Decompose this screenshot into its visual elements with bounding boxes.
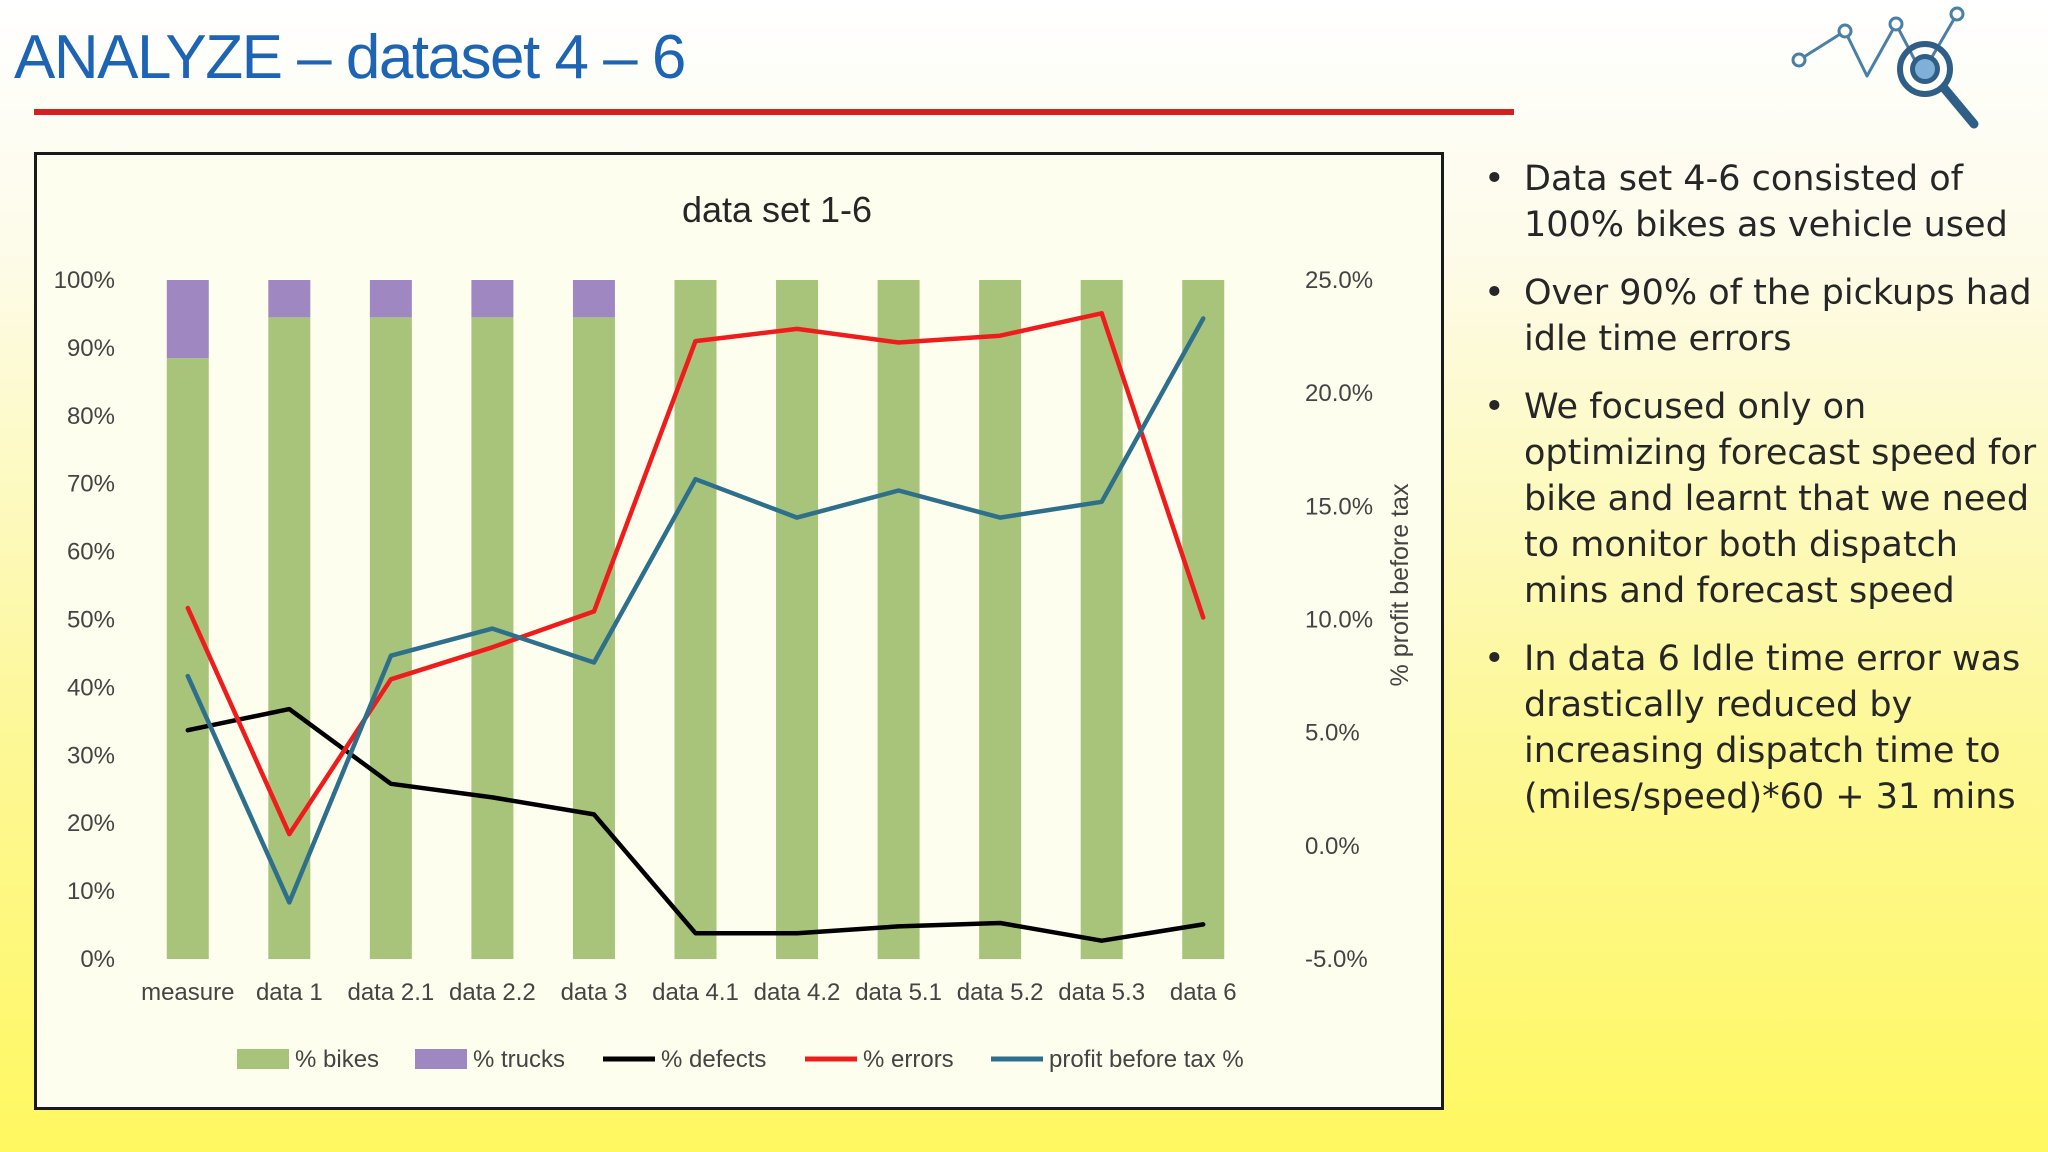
y-tick-label: 60% (67, 539, 115, 566)
chart-frame: data set 1-6 0% 10% 20% 30% 40% 50% 60% 70% 80% 9… (34, 152, 1444, 1110)
y-tick-label: 90% (67, 335, 115, 362)
bar-bikes (471, 317, 514, 960)
x-tick-label: data 5.1 (855, 979, 942, 1006)
title-underline (34, 109, 1514, 115)
bar-trucks (369, 280, 412, 318)
line-series (185, 311, 1206, 943)
bar-bikes (166, 358, 209, 959)
y-tick-label: 50% (67, 607, 115, 634)
x-tick-label: measure (141, 979, 234, 1006)
y2-tick-label: 15.0% (1305, 493, 1373, 520)
y-tick-label: 30% (67, 742, 115, 769)
y2-tick-label: 0.0% (1305, 833, 1360, 860)
bar-bikes (877, 280, 920, 959)
combo-chart: data set 1-6 0% 10% 20% 30% 40% 50% 60% 70% 80% 9… (54, 189, 1414, 1073)
y2-tick-label: 20.0% (1305, 380, 1373, 407)
y-tick-label: 40% (67, 674, 115, 701)
legend-swatch (415, 1049, 467, 1069)
line-defects (185, 706, 1206, 943)
legend-label: profit before tax % (1049, 1046, 1244, 1073)
y-tick-label: 0% (80, 946, 115, 973)
y-tick-label: 10% (67, 878, 115, 905)
bullet-item: Data set 4-6 consisted of 100% bikes as … (1478, 156, 2038, 248)
right-axis-ticks: -5.0% 0.0% 5.0% 10.0% 15.0% 20.0% 25.0% (1305, 267, 1373, 973)
bullet-item: We focused only on optimizing forecast s… (1478, 384, 2038, 614)
analytics-magnifier-icon (1791, 6, 1979, 129)
category-axis-ticks: measure data 1 data 2.1 data 2.2 data 3 data … (141, 979, 1237, 1006)
x-tick-label: data 6 (1170, 979, 1237, 1006)
left-axis-ticks: 0% 10% 20% 30% 40% 50% 60% 70% 80% 90% 100% (54, 267, 115, 973)
right-axis-label: % profit before tax (1386, 483, 1414, 686)
bar-trucks (572, 280, 615, 318)
bar-bikes (1080, 280, 1123, 959)
x-tick-label: data 5.2 (957, 979, 1044, 1006)
bar-bikes (268, 317, 311, 960)
legend-label: % errors (863, 1046, 954, 1073)
bar-bikes (776, 280, 819, 959)
bar-trucks (268, 280, 311, 318)
chart-title: data set 1-6 (682, 189, 872, 230)
bar-series (166, 280, 1225, 960)
bar-bikes (674, 280, 717, 959)
x-tick-label: data 3 (561, 979, 628, 1006)
line-profit-before-tax (185, 316, 1206, 905)
bar-bikes (979, 280, 1022, 959)
x-tick-label: data 1 (256, 979, 323, 1006)
bar-trucks (166, 280, 209, 359)
slide-title: ANALYZE – dataset 4 – 6 (14, 23, 686, 92)
bullet-list: Data set 4-6 consisted of 100% bikes as … (1478, 156, 2038, 842)
x-tick-label: data 2.1 (347, 979, 434, 1006)
y2-tick-label: -5.0% (1305, 946, 1368, 973)
y2-tick-label: 10.0% (1305, 607, 1373, 634)
y2-tick-label: 5.0% (1305, 720, 1360, 747)
x-tick-label: data 4.2 (754, 979, 841, 1006)
bullet-item: Over 90% of the pickups had idle time er… (1478, 270, 2038, 362)
x-tick-label: data 4.1 (652, 979, 739, 1006)
x-tick-label: data 5.3 (1058, 979, 1145, 1006)
y-tick-label: 80% (67, 403, 115, 430)
y-tick-label: 20% (67, 810, 115, 837)
legend-label: % trucks (473, 1046, 565, 1073)
legend-label: % defects (661, 1046, 766, 1073)
y-tick-label: 100% (54, 267, 115, 294)
y-tick-label: 70% (67, 471, 115, 498)
line-errors (185, 311, 1206, 837)
chart-legend: % bikes % trucks % defects % errors profit b… (237, 1046, 1244, 1073)
y2-tick-label: 25.0% (1305, 267, 1373, 294)
bullet-item: In data 6 Idle time error was drasticall… (1478, 636, 2038, 820)
x-tick-label: data 2.2 (449, 979, 536, 1006)
legend-label: % bikes (295, 1046, 379, 1073)
bar-bikes (369, 317, 412, 960)
legend-swatch (237, 1049, 289, 1069)
bar-trucks (471, 280, 514, 318)
